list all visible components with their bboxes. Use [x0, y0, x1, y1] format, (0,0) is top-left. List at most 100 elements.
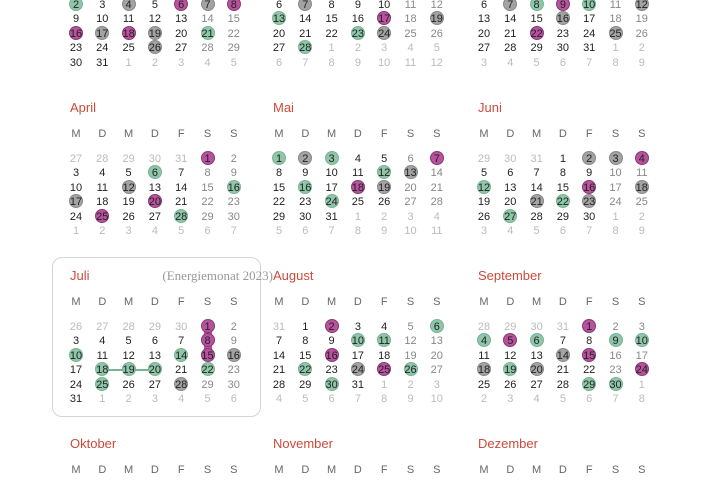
- day-cell[interactable]: 14: [550, 347, 576, 363]
- day-cell[interactable]: 7: [292, 56, 318, 70]
- day-cell[interactable]: 6: [576, 392, 602, 406]
- day-cell[interactable]: 21: [550, 363, 576, 377]
- day-cell[interactable]: 4: [497, 56, 523, 70]
- day-cell[interactable]: 21: [168, 363, 194, 377]
- day-cell[interactable]: 24: [63, 210, 89, 224]
- day-cell[interactable]: 30: [168, 320, 194, 334]
- day-cell[interactable]: 9: [319, 334, 345, 348]
- day-cell[interactable]: 5: [221, 56, 247, 70]
- day-cell[interactable]: 23: [292, 195, 318, 209]
- day-cell[interactable]: 30: [319, 376, 345, 392]
- month-title[interactable]: Dezember: [478, 436, 538, 451]
- day-cell[interactable]: 29: [576, 376, 602, 392]
- day-cell[interactable]: 6: [142, 334, 168, 348]
- day-cell[interactable]: 8: [629, 392, 655, 406]
- day-cell[interactable]: 18: [89, 195, 115, 209]
- day-cell[interactable]: 4: [345, 152, 371, 166]
- day-cell[interactable]: 1: [550, 152, 576, 166]
- day-cell[interactable]: 4: [524, 392, 550, 406]
- day-cell[interactable]: 8: [371, 392, 397, 406]
- day-cell[interactable]: 30: [63, 56, 89, 70]
- day-cell[interactable]: 2: [471, 392, 497, 406]
- day-cell[interactable]: 2: [142, 56, 168, 70]
- day-cell[interactable]: 15: [550, 181, 576, 195]
- day-cell[interactable]: 20: [471, 27, 497, 41]
- day-cell[interactable]: 28: [550, 378, 576, 392]
- day-cell[interactable]: 14: [168, 347, 194, 363]
- day-cell[interactable]: 6: [497, 166, 523, 180]
- day-cell[interactable]: 5: [142, 0, 168, 12]
- day-cell[interactable]: 1: [89, 392, 115, 406]
- day-cell[interactable]: 15: [319, 12, 345, 26]
- day-cell[interactable]: 3: [319, 151, 345, 166]
- day-cell[interactable]: 2: [371, 210, 397, 224]
- day-cell[interactable]: 7: [345, 392, 371, 406]
- day-cell[interactable]: 29: [142, 320, 168, 334]
- day-cell[interactable]: 9: [576, 166, 602, 180]
- day-cell[interactable]: 23: [63, 41, 89, 55]
- day-cell[interactable]: 29: [195, 210, 221, 224]
- day-cell[interactable]: 12: [471, 179, 497, 195]
- day-cell[interactable]: 6: [221, 392, 247, 406]
- day-cell[interactable]: 11: [471, 349, 497, 363]
- day-cell[interactable]: 28: [497, 41, 523, 55]
- day-cell[interactable]: 23: [319, 363, 345, 377]
- day-cell[interactable]: 5: [471, 166, 497, 180]
- day-cell[interactable]: 18: [603, 12, 629, 26]
- day-cell[interactable]: 9: [371, 224, 397, 238]
- day-cell[interactable]: 6: [550, 224, 576, 238]
- day-cell[interactable]: 2: [603, 320, 629, 334]
- day-cell[interactable]: 14: [424, 166, 450, 180]
- day-cell[interactable]: 5: [497, 333, 523, 348]
- month-title[interactable]: September: [478, 268, 542, 283]
- day-cell[interactable]: 16: [345, 12, 371, 26]
- day-cell[interactable]: 28: [266, 378, 292, 392]
- day-cell[interactable]: 11: [398, 0, 424, 12]
- month-title[interactable]: August: [273, 268, 314, 283]
- month-title[interactable]: Juli: [70, 268, 90, 283]
- day-cell[interactable]: 21: [424, 181, 450, 195]
- day-cell[interactable]: 18: [89, 362, 115, 377]
- day-cell[interactable]: 5: [524, 224, 550, 238]
- day-cell[interactable]: 27: [168, 41, 194, 55]
- day-cell[interactable]: 22: [195, 195, 221, 209]
- day-cell[interactable]: 4: [471, 333, 497, 348]
- day-cell[interactable]: 14: [195, 12, 221, 26]
- day-cell[interactable]: 6: [524, 333, 550, 348]
- day-cell[interactable]: 12: [629, 0, 655, 12]
- day-cell[interactable]: 22: [576, 363, 602, 377]
- day-cell[interactable]: 4: [398, 41, 424, 55]
- day-cell[interactable]: 2: [89, 224, 115, 238]
- day-cell[interactable]: 8: [319, 0, 345, 12]
- day-cell[interactable]: 1: [603, 210, 629, 224]
- day-cell[interactable]: 10: [89, 12, 115, 26]
- day-cell[interactable]: 17: [63, 363, 89, 377]
- day-cell[interactable]: 14: [266, 349, 292, 363]
- day-cell[interactable]: 19: [471, 195, 497, 209]
- day-cell[interactable]: 10: [63, 181, 89, 195]
- day-cell[interactable]: 3: [371, 41, 397, 55]
- day-cell[interactable]: 3: [168, 56, 194, 70]
- day-cell[interactable]: 21: [524, 194, 550, 209]
- day-cell[interactable]: 5: [116, 334, 142, 348]
- day-cell[interactable]: 11: [603, 0, 629, 12]
- month-title[interactable]: Juni: [478, 100, 502, 115]
- day-cell[interactable]: 9: [550, 0, 576, 12]
- day-cell[interactable]: 25: [116, 41, 142, 55]
- day-cell[interactable]: 18: [345, 179, 371, 195]
- day-cell[interactable]: 20: [524, 362, 550, 377]
- day-cell[interactable]: 6: [292, 224, 318, 238]
- day-cell[interactable]: 25: [603, 25, 629, 41]
- day-cell[interactable]: 3: [89, 0, 115, 12]
- day-cell[interactable]: 12: [371, 165, 397, 180]
- day-cell[interactable]: 1: [603, 41, 629, 55]
- day-cell[interactable]: 15: [576, 347, 602, 363]
- day-cell[interactable]: 21: [266, 363, 292, 377]
- day-cell[interactable]: 11: [116, 12, 142, 26]
- day-cell[interactable]: 30: [142, 152, 168, 166]
- day-cell[interactable]: 12: [142, 12, 168, 26]
- day-cell[interactable]: 1: [371, 378, 397, 392]
- day-cell[interactable]: 22: [524, 25, 550, 41]
- day-cell[interactable]: 10: [629, 333, 655, 348]
- day-cell[interactable]: 2: [63, 0, 89, 12]
